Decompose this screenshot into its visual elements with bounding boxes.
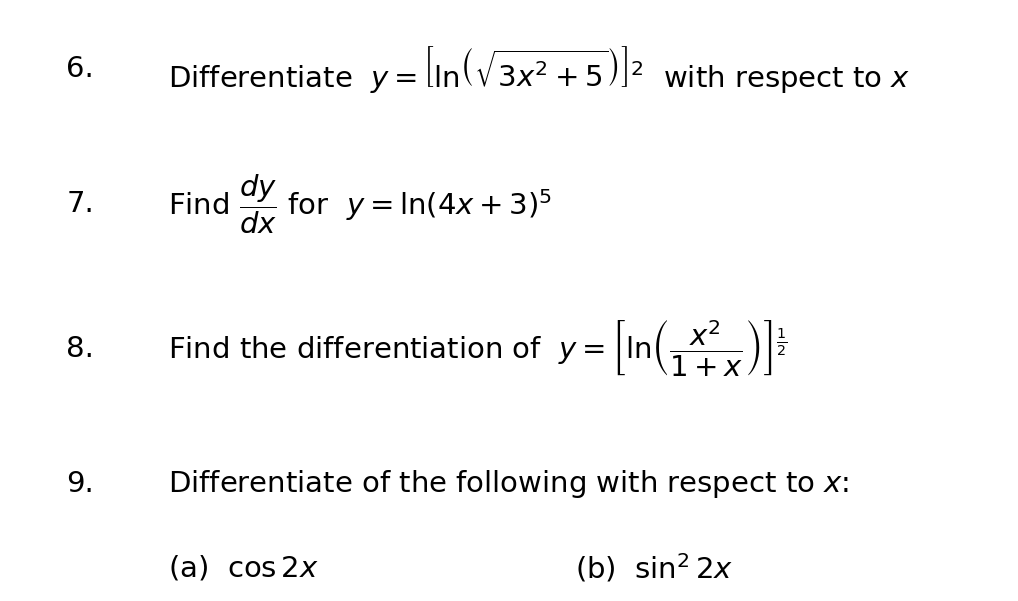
- Text: 7.: 7.: [66, 191, 94, 218]
- Text: 9.: 9.: [66, 470, 94, 498]
- Text: 6.: 6.: [66, 55, 94, 83]
- Text: Differentiate of the following with respect to $x$:: Differentiate of the following with resp…: [168, 468, 849, 500]
- Text: Find the differentiation of  $y=\left[\ln\!\left(\dfrac{x^2}{1+x}\right)\right]^: Find the differentiation of $y=\left[\ln…: [168, 319, 788, 379]
- Text: (b)  $\sin^2 2x$: (b) $\sin^2 2x$: [575, 552, 733, 584]
- Text: (a)  $\cos 2x$: (a) $\cos 2x$: [168, 554, 319, 582]
- Text: Differentiate  $y=\left[\ln\!\left(\sqrt{3x^2+5}\right)\right]^2$  with respect : Differentiate $y=\left[\ln\!\left(\sqrt{…: [168, 44, 910, 94]
- Text: Find $\dfrac{dy}{dx}$ for  $y=\ln(4x+3)^5$: Find $\dfrac{dy}{dx}$ for $y=\ln(4x+3)^5…: [168, 172, 552, 236]
- Text: 8.: 8.: [66, 335, 94, 362]
